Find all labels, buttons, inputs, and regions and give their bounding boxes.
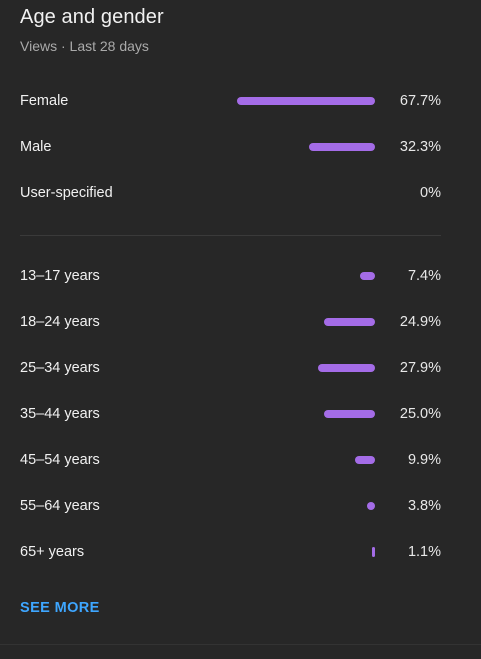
age-row-13-17: 13–17 years 7.4% <box>20 266 441 288</box>
row-label: 55–64 years <box>20 498 100 514</box>
row-label: 25–34 years <box>20 360 100 376</box>
row-percentage: 0% <box>420 185 441 201</box>
age-row-35-44: 35–44 years 25.0% <box>20 404 441 426</box>
age-row-18-24: 18–24 years 24.9% <box>20 312 441 334</box>
row-label: Male <box>20 139 52 155</box>
row-label: User-specified <box>20 185 113 201</box>
row-percentage: 1.1% <box>407 544 441 560</box>
percentage-bar <box>237 97 375 105</box>
bar-track <box>237 97 375 105</box>
percentage-bar <box>324 318 375 326</box>
percentage-bar <box>318 364 375 372</box>
see-more-button[interactable]: SEE MORE <box>20 600 100 616</box>
bar-track <box>237 143 375 151</box>
row-percentage: 3.8% <box>407 498 441 514</box>
row-percentage: 25.0% <box>399 406 441 422</box>
row-label: 18–24 years <box>20 314 100 330</box>
row-label: Female <box>20 93 69 109</box>
age-row-55-64: 55–64 years 3.8% <box>20 496 441 518</box>
card-title: Age and gender <box>20 6 164 28</box>
row-percentage: 27.9% <box>399 360 441 376</box>
bar-track <box>237 364 375 372</box>
row-percentage: 32.3% <box>399 139 441 155</box>
bar-track <box>237 502 375 510</box>
age-row-45-54: 45–54 years 9.9% <box>20 450 441 472</box>
section-divider <box>20 235 441 236</box>
row-label: 35–44 years <box>20 406 100 422</box>
bar-track <box>237 318 375 326</box>
bar-track <box>237 189 375 197</box>
row-label: 65+ years <box>20 544 85 560</box>
row-label: 45–54 years <box>20 452 100 468</box>
bar-track <box>237 456 375 464</box>
percentage-bar <box>309 143 375 151</box>
age-row-25-34: 25–34 years 27.9% <box>20 358 441 380</box>
percentage-bar <box>372 547 375 557</box>
percentage-bar <box>355 456 375 464</box>
gender-row-user-specified: User-specified 0% <box>20 183 441 205</box>
bar-track <box>237 410 375 418</box>
card-bottom-border <box>0 644 481 645</box>
row-percentage: 67.7% <box>399 93 441 109</box>
age-row-65-plus: 65+ years 1.1% <box>20 542 441 564</box>
row-percentage: 7.4% <box>407 268 441 284</box>
gender-row-male: Male 32.3% <box>20 137 441 159</box>
card-subtitle: Views · Last 28 days <box>20 38 149 54</box>
row-percentage: 24.9% <box>399 314 441 330</box>
percentage-bar <box>324 410 375 418</box>
percentage-bar <box>367 502 375 510</box>
gender-row-female: Female 67.7% <box>20 91 441 113</box>
row-percentage: 9.9% <box>407 452 441 468</box>
bar-track <box>237 272 375 280</box>
percentage-bar <box>360 272 375 280</box>
row-label: 13–17 years <box>20 268 100 284</box>
bar-track <box>237 547 375 557</box>
